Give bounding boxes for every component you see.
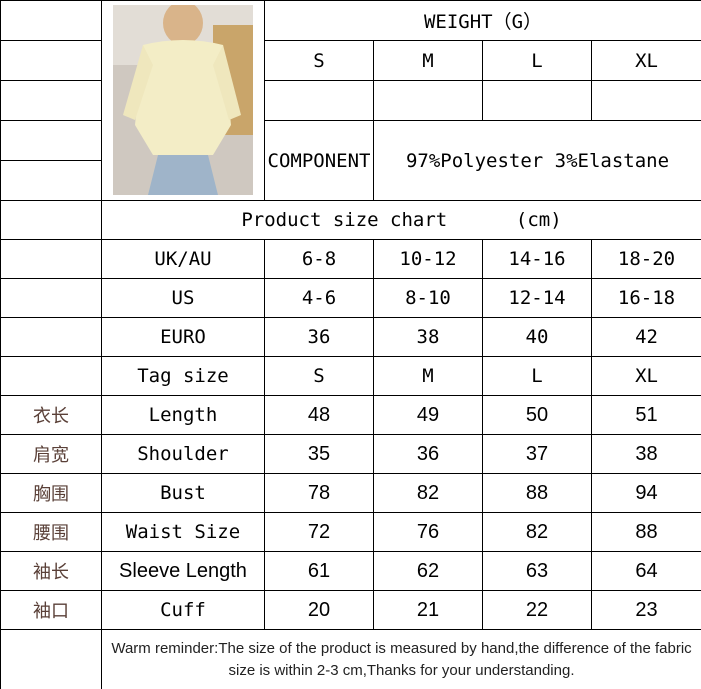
size-value: 82 <box>482 512 592 552</box>
chinese-label <box>0 356 102 396</box>
size-value: 61 <box>264 551 374 591</box>
size-value: 23 <box>590 590 701 630</box>
empty-cell <box>0 629 102 689</box>
row-label: US <box>101 278 265 318</box>
weight-value <box>373 80 483 121</box>
size-value: 6-8 <box>264 239 374 279</box>
size-value: 22 <box>482 590 592 630</box>
row-label: Bust <box>101 473 265 513</box>
size-value: 35 <box>264 434 374 474</box>
product-photo <box>101 0 265 201</box>
table-row: EURO 36 38 40 42 <box>0 317 701 357</box>
row-label: Waist Size <box>101 512 265 552</box>
empty-cell <box>0 200 102 240</box>
chinese-label: 肩宽 <box>0 434 102 474</box>
size-value: S <box>264 356 374 396</box>
table-row: 腰围 Waist Size 72 76 82 88 <box>0 512 701 552</box>
weight-size: M <box>373 40 483 81</box>
warm-reminder: Warm reminder:The size of the product is… <box>100 629 701 689</box>
size-value: L <box>482 356 592 396</box>
size-value: 63 <box>482 551 592 591</box>
weight-value <box>264 80 374 121</box>
size-value: 37 <box>482 434 592 474</box>
table-row: 衣长 Length 48 49 50 51 <box>0 395 701 435</box>
chinese-label: 胸围 <box>0 473 102 513</box>
size-value: 4-6 <box>264 278 374 318</box>
chinese-label: 腰围 <box>0 512 102 552</box>
empty-cell <box>0 160 102 201</box>
size-value: 16-18 <box>590 278 701 318</box>
component-value: 97%Polyester 3%Elastane <box>372 120 701 201</box>
size-value: 78 <box>264 473 374 513</box>
size-value: 36 <box>373 434 483 474</box>
chart-title: Product size chart (cm) <box>100 200 701 240</box>
chinese-label: 衣长 <box>0 395 102 435</box>
empty-cell <box>0 120 102 161</box>
row-label: EURO <box>101 317 265 357</box>
size-value: 38 <box>373 317 483 357</box>
table-row: 肩宽 Shoulder 35 36 37 38 <box>0 434 701 474</box>
size-value: 42 <box>590 317 701 357</box>
row-label: Sleeve Length <box>101 551 265 591</box>
product-photo-image <box>113 1 253 195</box>
chinese-label: 袖长 <box>0 551 102 591</box>
chinese-label <box>0 317 102 357</box>
size-value: 88 <box>590 512 701 552</box>
size-value: 40 <box>482 317 592 357</box>
table-row: 袖长 Sleeve Length 61 62 63 64 <box>0 551 701 591</box>
chinese-label: 袖口 <box>0 590 102 630</box>
size-value: 14-16 <box>482 239 592 279</box>
size-value: 94 <box>590 473 701 513</box>
size-value: 48 <box>264 395 374 435</box>
size-value: 18-20 <box>590 239 701 279</box>
size-value: 8-10 <box>373 278 483 318</box>
table-row: UK/AU 6-8 10-12 14-16 18-20 <box>0 239 701 279</box>
weight-size: L <box>482 40 592 81</box>
row-label: Tag size <box>101 356 265 396</box>
size-value: M <box>373 356 483 396</box>
size-value: 12-14 <box>482 278 592 318</box>
table-row: US 4-6 8-10 12-14 16-18 <box>0 278 701 318</box>
size-value: 20 <box>264 590 374 630</box>
row-label: Cuff <box>101 590 265 630</box>
size-value: 62 <box>373 551 483 591</box>
size-value: 49 <box>373 395 483 435</box>
size-value: XL <box>590 356 701 396</box>
component-label: COMPONENT <box>264 120 374 201</box>
weight-value <box>482 80 592 121</box>
weight-size: XL <box>590 40 701 81</box>
size-value: 36 <box>264 317 374 357</box>
empty-cell <box>0 40 102 81</box>
weight-value <box>590 80 701 121</box>
table-row: 袖口 Cuff 20 21 22 23 <box>0 590 701 630</box>
weight-header: WEIGHT（G） <box>263 0 701 41</box>
row-label: Shoulder <box>101 434 265 474</box>
size-value: 76 <box>373 512 483 552</box>
size-value: 51 <box>590 395 701 435</box>
chinese-label <box>0 278 102 318</box>
table-row: Tag size S M L XL <box>0 356 701 396</box>
size-value: 21 <box>373 590 483 630</box>
size-value: 10-12 <box>373 239 483 279</box>
chart-unit: (cm) <box>515 209 562 231</box>
empty-cell <box>0 80 102 121</box>
row-label: Length <box>101 395 265 435</box>
empty-cell <box>0 0 102 41</box>
weight-size: S <box>264 40 374 81</box>
size-value: 72 <box>264 512 374 552</box>
chinese-label <box>0 239 102 279</box>
size-value: 88 <box>482 473 592 513</box>
size-value: 38 <box>590 434 701 474</box>
table-row: 胸围 Bust 78 82 88 94 <box>0 473 701 513</box>
size-value: 64 <box>590 551 701 591</box>
chart-title-text: Product size chart <box>241 209 448 231</box>
size-value: 50 <box>482 395 592 435</box>
size-value: 82 <box>373 473 483 513</box>
row-label: UK/AU <box>101 239 265 279</box>
